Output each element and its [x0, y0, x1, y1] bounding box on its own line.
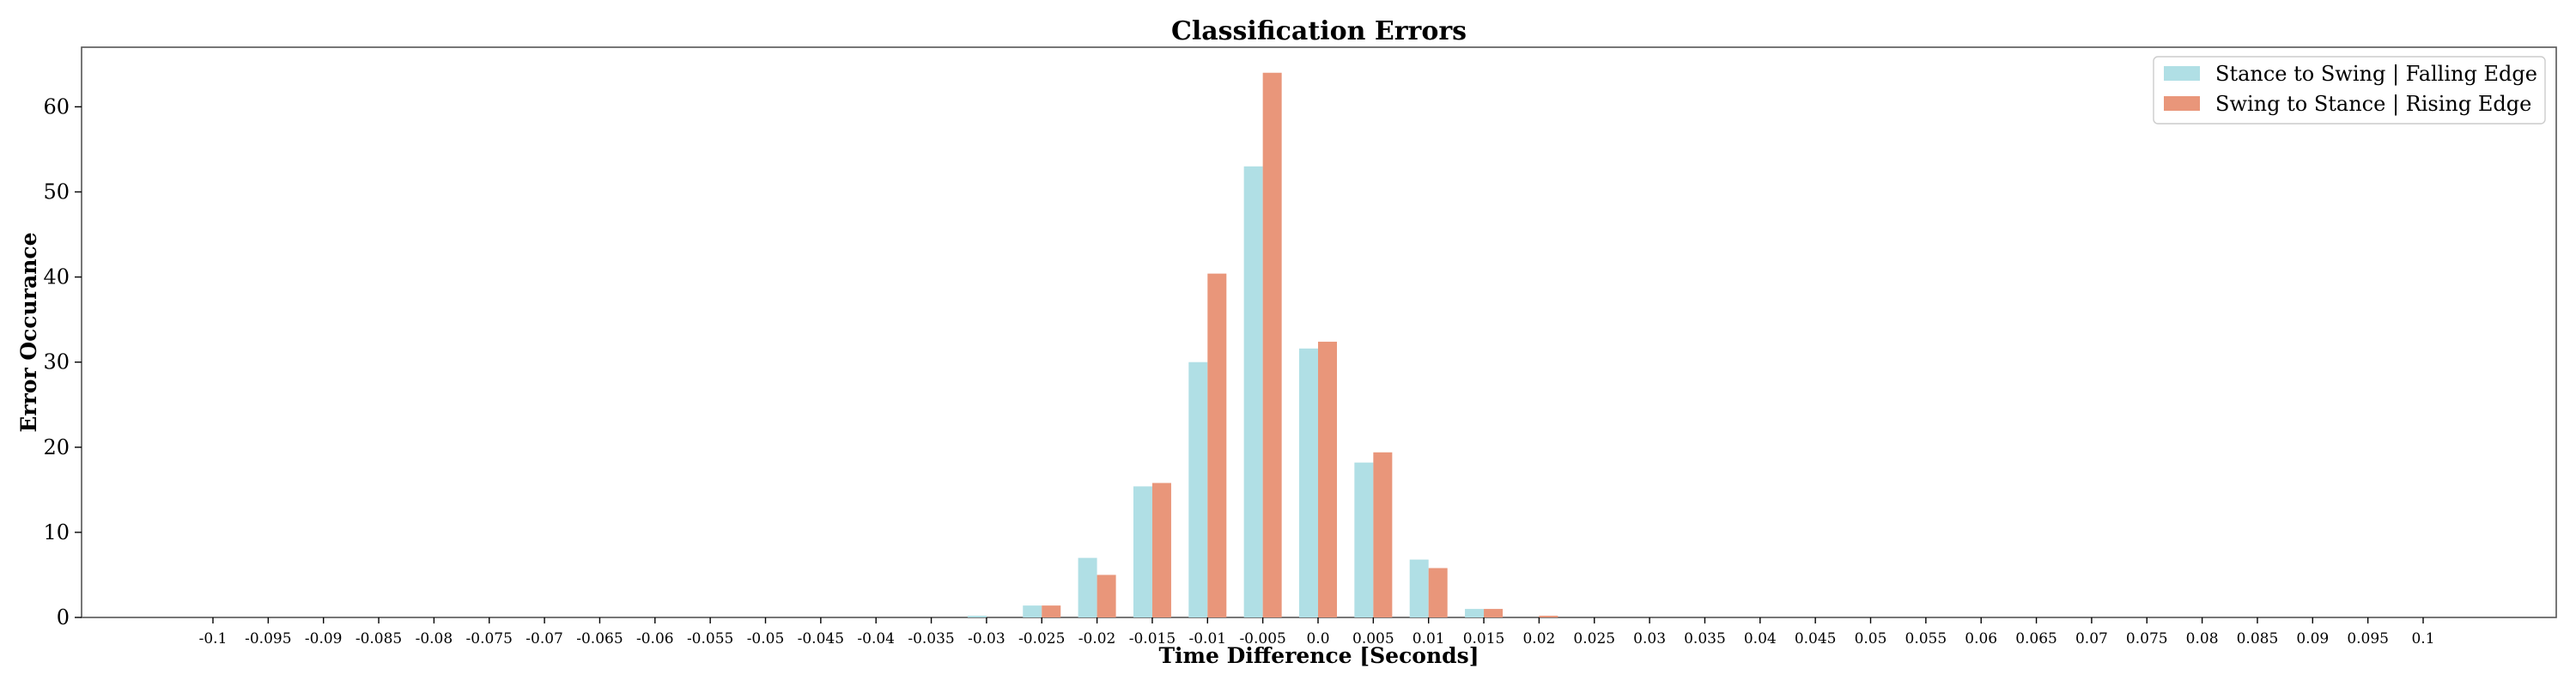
x-tick-label: -0.045: [798, 630, 844, 647]
x-tick-label: 0.06: [1965, 630, 1997, 647]
chart-title: Classification Errors: [1171, 16, 1467, 46]
bar-swing-to-stance: [1097, 575, 1116, 617]
x-tick-label: -0.1: [199, 630, 228, 647]
x-tick-label: 0.1: [2411, 630, 2434, 647]
bar-swing-to-stance: [1042, 605, 1061, 617]
x-tick-label: 0.015: [1463, 630, 1505, 647]
legend-swatch: [2164, 96, 2200, 111]
x-tick-label: -0.09: [305, 630, 343, 647]
legend-label: Swing to Stance | Rising Edge: [2215, 92, 2531, 117]
bar-stance-to-swing: [1299, 348, 1318, 617]
bar-swing-to-stance: [1373, 452, 1393, 617]
bar-swing-to-stance: [1262, 72, 1282, 618]
y-tick-label: 60: [43, 94, 70, 119]
bar-swing-to-stance: [1151, 483, 1171, 617]
x-axis-label: Time Difference [Seconds]: [1158, 643, 1479, 668]
x-tick-label: 0.055: [1905, 630, 1947, 647]
bar-swing-to-stance: [1428, 568, 1448, 617]
bar-stance-to-swing: [1188, 362, 1208, 617]
x-tick-label: 0.08: [2186, 630, 2219, 647]
legend-label: Stance to Swing | Falling Edge: [2215, 62, 2537, 87]
legend-swatch: [2164, 66, 2200, 81]
x-tick-label: -0.035: [908, 630, 954, 647]
x-tick-label: -0.06: [636, 630, 674, 647]
y-tick-label: 30: [43, 350, 70, 374]
x-tick-label: 0.005: [1352, 630, 1394, 647]
x-tick-label: -0.02: [1078, 630, 1116, 647]
bar-stance-to-swing: [1023, 605, 1042, 617]
x-tick-label: -0.065: [576, 630, 623, 647]
x-tick-label: -0.07: [526, 630, 563, 647]
x-tick-label: 0.09: [2296, 630, 2329, 647]
bar-swing-to-stance: [1318, 341, 1337, 617]
x-tick-label: -0.01: [1188, 630, 1226, 647]
x-tick-label: 0.04: [1744, 630, 1777, 647]
x-tick-label: -0.055: [687, 630, 733, 647]
x-tick-label: 0.05: [1855, 630, 1887, 647]
y-tick-label: 10: [43, 520, 70, 544]
x-tick-label: 0.0: [1306, 630, 1329, 647]
x-tick-label: -0.04: [857, 630, 895, 647]
y-tick-label: 0: [57, 605, 70, 629]
x-tick-label: 0.02: [1522, 630, 1555, 647]
legend: Stance to Swing | Falling Edge Swing to S…: [2153, 56, 2546, 125]
bar-swing-to-stance: [1207, 273, 1227, 617]
x-tick-label: 0.045: [1795, 630, 1837, 647]
x-tick-label: 0.095: [2347, 630, 2389, 647]
x-tick-label: 0.01: [1413, 630, 1445, 647]
bar-stance-to-swing: [967, 616, 987, 617]
x-tick-label: -0.08: [416, 630, 453, 647]
x-tick-label: 0.075: [2126, 630, 2168, 647]
x-tick-label: -0.025: [1018, 630, 1065, 647]
x-tick-label: 0.03: [1633, 630, 1666, 647]
x-tick-label: -0.005: [1239, 630, 1285, 647]
x-tick-label: -0.03: [968, 630, 1005, 647]
y-tick-label: 40: [43, 265, 70, 289]
x-tick-label: -0.015: [1129, 630, 1176, 647]
x-tick-label: 0.065: [2015, 630, 2057, 647]
bar-stance-to-swing: [1078, 557, 1097, 617]
bar-stance-to-swing: [1465, 609, 1485, 617]
x-tick-label: 0.07: [2075, 630, 2108, 647]
x-tick-label: -0.05: [747, 630, 785, 647]
x-tick-label: 0.025: [1573, 630, 1615, 647]
x-tick-label: -0.095: [245, 630, 291, 647]
y-axis-label: Error Occurance: [16, 232, 41, 432]
y-tick-label: 20: [43, 435, 70, 459]
bar-stance-to-swing: [1243, 166, 1263, 617]
x-tick-label: -0.075: [466, 630, 513, 647]
bar-swing-to-stance: [1539, 616, 1558, 617]
x-tick-label: -0.085: [355, 630, 402, 647]
bar-stance-to-swing: [1354, 462, 1374, 617]
bar-stance-to-swing: [1409, 559, 1429, 617]
bar-stance-to-swing: [1133, 486, 1152, 617]
y-tick-label: 50: [43, 179, 70, 204]
legend-box: [2153, 56, 2546, 125]
bar-swing-to-stance: [1484, 609, 1504, 617]
x-tick-label: 0.035: [1684, 630, 1726, 647]
x-tick-label: 0.085: [2237, 630, 2279, 647]
